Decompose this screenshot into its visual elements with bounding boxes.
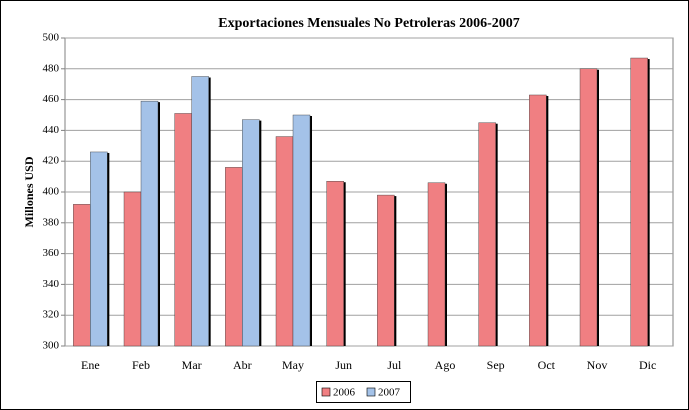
y-axis-label: Millones USD [22,156,36,227]
x-tick-label: Nov [587,358,608,372]
bar [326,181,344,347]
bar [478,122,496,347]
bar [174,113,192,347]
x-tick-label: May [282,358,304,372]
x-tick-label: Ago [435,358,456,372]
bar [225,167,243,347]
y-tick-label: 340 [43,278,60,290]
y-tick-label: 320 [43,309,60,321]
x-tick-label: Ene [81,358,100,372]
bar [427,182,446,347]
bar [90,151,108,347]
y-tick-label: 440 [43,124,60,136]
bar [123,191,142,347]
y-tick-label: 380 [43,216,60,228]
y-tick-label: 400 [43,186,60,198]
bar [579,68,598,347]
y-tick-label: 420 [43,155,60,167]
x-tick-label: Abr [233,358,252,372]
bar [630,57,648,347]
x-tick-label: Sep [487,358,505,372]
x-tick-label: Jul [387,358,402,372]
bar [377,194,395,347]
legend-box [316,381,411,403]
legend-swatch [321,387,331,397]
y-tick-label: 360 [43,247,60,259]
legend-label: 2007 [378,387,401,399]
legend-swatch [366,387,376,397]
bar [275,136,294,347]
bar [73,204,91,347]
x-tick-label: Dic [639,358,656,372]
bar [242,119,260,347]
bar [292,114,311,347]
y-tick-label: 460 [43,93,60,105]
x-tick-label: Feb [132,358,150,372]
legend-label: 2006 [333,387,356,399]
y-tick-label: 480 [43,62,60,74]
y-tick-label: 300 [43,340,60,352]
x-tick-label: Oct [538,358,556,372]
bar [191,76,209,347]
bar [529,94,547,347]
x-tick-label: Mar [182,358,202,372]
bar [140,100,159,347]
x-tick-label: Jun [335,358,352,372]
y-tick-label: 500 [43,32,60,44]
chart-title: Exportaciones Mensuales No Petroleras 20… [218,16,519,31]
